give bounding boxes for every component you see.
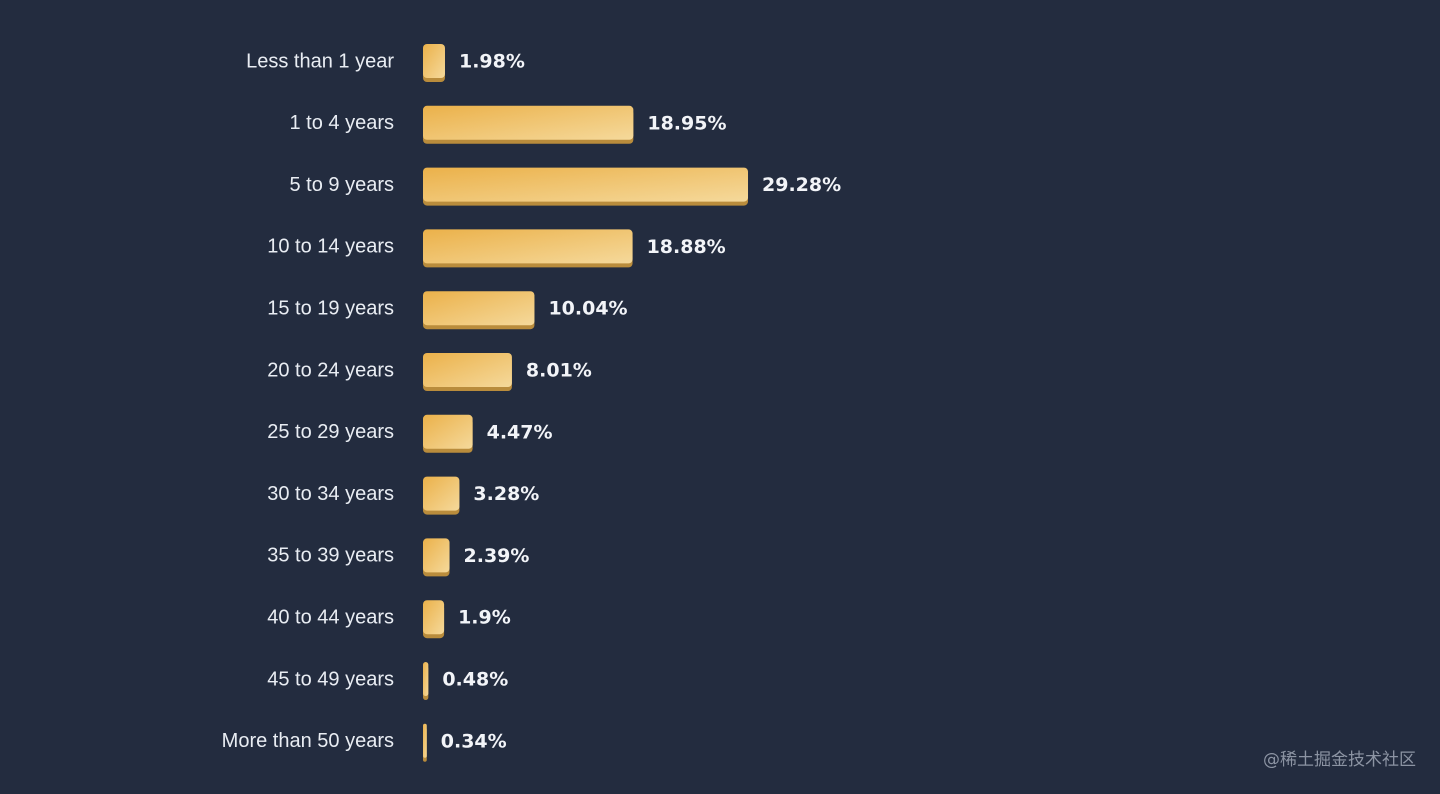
- bar: [423, 291, 535, 326]
- bar: [423, 662, 429, 696]
- value-label: 2.39%: [464, 545, 530, 567]
- bar: [423, 229, 633, 264]
- value-label: 1.9%: [458, 607, 511, 629]
- value-label: 0.48%: [442, 669, 508, 691]
- category-label: 30 to 34 years: [267, 483, 394, 505]
- bar: [423, 105, 634, 140]
- value-label: 0.34%: [441, 730, 507, 752]
- bar: [423, 476, 460, 511]
- category-label: 15 to 19 years: [267, 297, 394, 319]
- watermark-text: @稀土掘金技术社区: [1263, 750, 1416, 770]
- bar: [423, 353, 512, 387]
- category-label: 35 to 39 years: [267, 545, 394, 567]
- value-label: 29.28%: [762, 174, 841, 196]
- value-label: 8.01%: [526, 360, 592, 382]
- value-label: 1.98%: [459, 51, 525, 73]
- category-label: 20 to 24 years: [267, 359, 394, 381]
- category-label: 45 to 49 years: [267, 668, 394, 690]
- value-label: 18.88%: [647, 236, 726, 258]
- category-label: 1 to 4 years: [289, 112, 394, 134]
- category-label: 5 to 9 years: [289, 174, 394, 196]
- category-label: 40 to 44 years: [267, 606, 394, 628]
- bar: [423, 44, 445, 78]
- category-label: 25 to 29 years: [267, 421, 394, 443]
- category-label: 10 to 14 years: [267, 236, 394, 258]
- bar: [423, 600, 445, 635]
- value-label: 18.95%: [647, 112, 726, 134]
- bar: [423, 414, 473, 449]
- category-label: More than 50 years: [222, 730, 394, 752]
- value-label: 3.28%: [473, 483, 539, 505]
- bars-group: Less than 1 year 1.98% 1 to 4 years 18.95% 5…: [222, 44, 841, 762]
- value-label: 10.04%: [548, 298, 627, 320]
- bar: [423, 538, 450, 573]
- bar: [423, 167, 749, 202]
- category-label: Less than 1 year: [246, 50, 394, 72]
- bar: [423, 723, 427, 758]
- value-label: 4.47%: [487, 421, 553, 443]
